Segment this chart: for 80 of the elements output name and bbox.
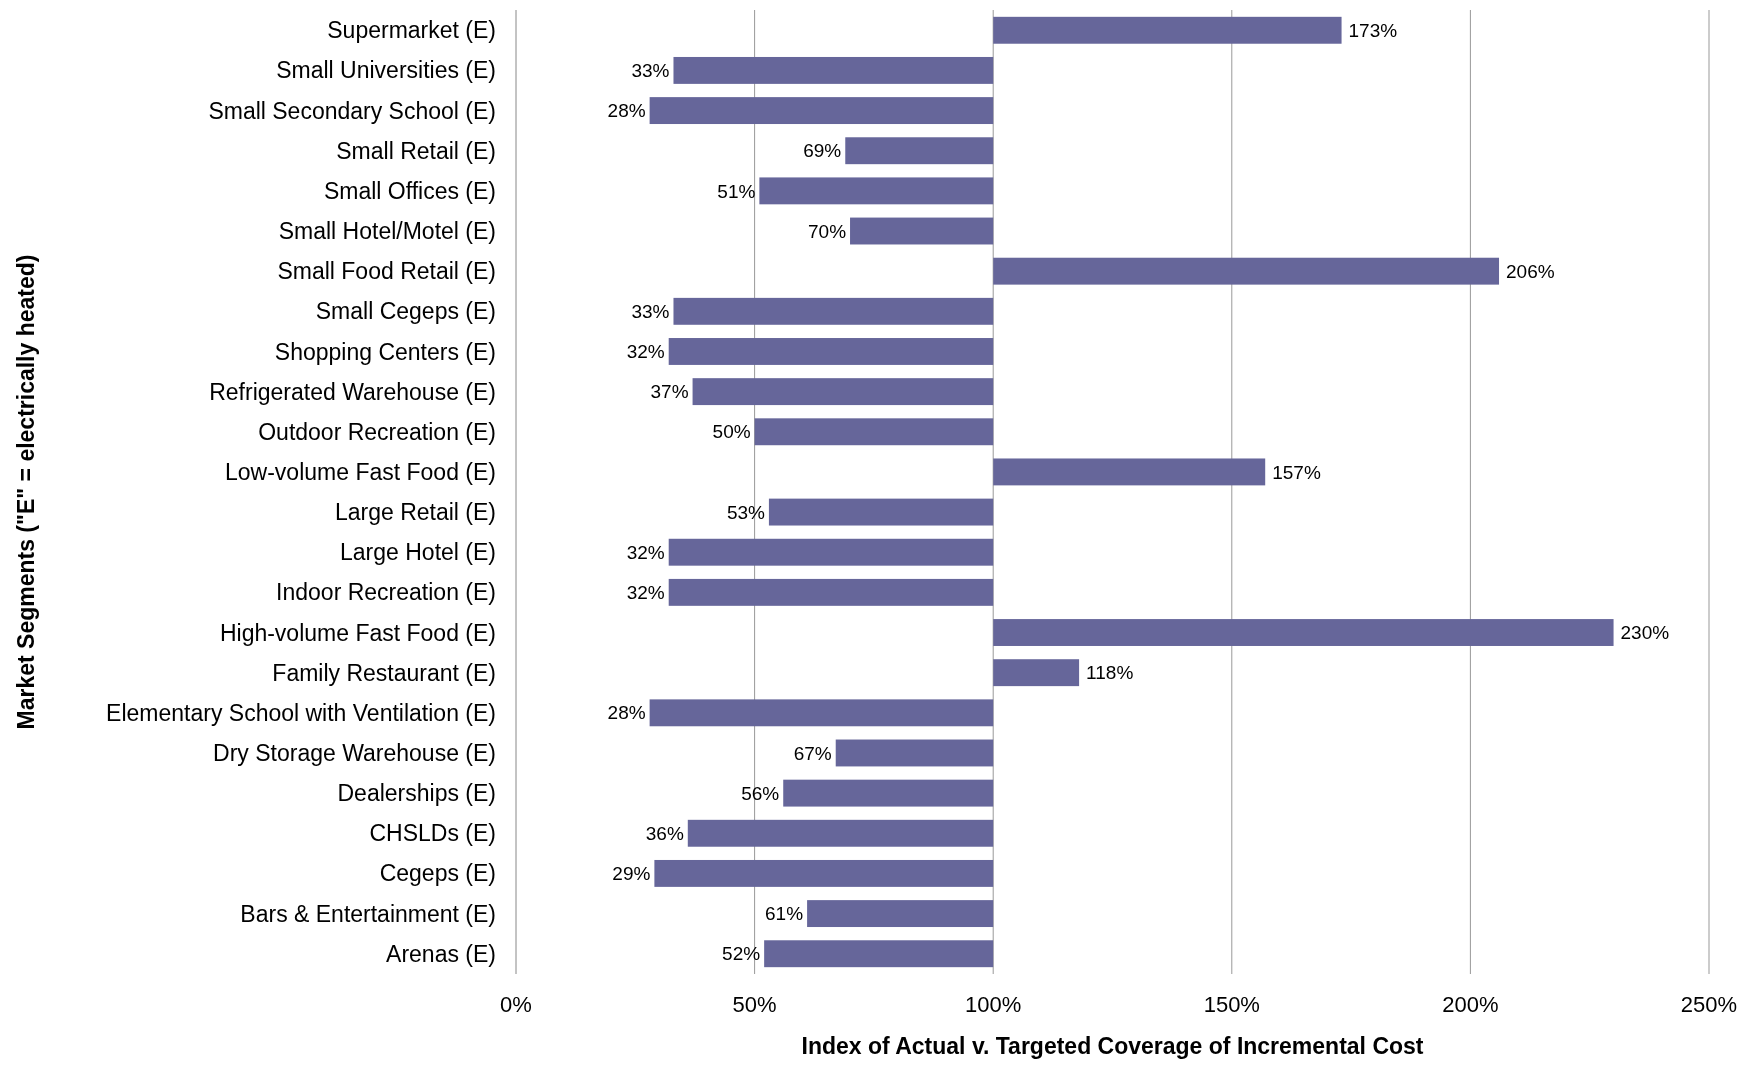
bar xyxy=(649,97,994,125)
y-tick-label: Small Universities (E) xyxy=(276,57,496,84)
data-label: 37% xyxy=(650,381,689,403)
y-tick-label: Bars & Entertainment (E) xyxy=(240,900,496,927)
bar xyxy=(673,56,994,84)
x-tick-label: 100% xyxy=(965,992,1022,1017)
y-tick-label: Cegeps (E) xyxy=(379,860,496,887)
y-tick-label: Dealerships (E) xyxy=(337,780,496,807)
y-tick-label: Indoor Recreation (E) xyxy=(276,579,496,606)
x-tick-label: 250% xyxy=(1680,992,1738,1017)
y-tick-label: CHSLDs (E) xyxy=(369,820,496,847)
y-axis-title: Market Segments ("E" = electrically heated) xyxy=(13,254,39,730)
bar xyxy=(807,900,994,928)
bar xyxy=(993,619,1614,646)
data-label: 56% xyxy=(741,782,780,804)
data-label: 67% xyxy=(793,742,832,764)
y-tick-label: Shopping Centers (E) xyxy=(274,338,496,365)
bar xyxy=(754,418,994,446)
y-tick-label: Family Restaurant (E) xyxy=(272,659,496,686)
bar xyxy=(759,177,994,205)
data-label: 29% xyxy=(612,863,651,885)
y-tick-label: Small Hotel/Motel (E) xyxy=(278,218,496,245)
data-label: 230% xyxy=(1620,622,1670,644)
data-label: 52% xyxy=(722,943,761,965)
bar xyxy=(993,458,1266,486)
data-label: 70% xyxy=(808,220,847,242)
y-tick-label: Refrigerated Warehouse (E) xyxy=(209,378,496,405)
y-tick-label: Arenas (E) xyxy=(386,940,496,967)
y-tick-label: Elementary School with Ventilation (E) xyxy=(106,699,496,726)
data-label: 118% xyxy=(1086,662,1134,684)
bar xyxy=(993,16,1342,44)
bar xyxy=(687,819,994,847)
bar xyxy=(993,257,1500,285)
bar xyxy=(692,378,994,406)
data-label: 50% xyxy=(712,421,751,443)
data-label: 173% xyxy=(1348,19,1398,41)
bar xyxy=(850,217,994,245)
data-label: 51% xyxy=(717,180,756,202)
y-tick-label: Small Secondary School (E) xyxy=(208,97,496,124)
data-label: 61% xyxy=(765,903,804,925)
x-tick-label: 0% xyxy=(500,992,532,1017)
y-tick-label: Outdoor Recreation (E) xyxy=(258,418,496,445)
bar xyxy=(768,498,994,526)
bar xyxy=(668,578,994,606)
bar xyxy=(993,659,1080,687)
x-tick-label: 200% xyxy=(1442,992,1499,1017)
y-tick-label: Large Hotel (E) xyxy=(340,539,496,566)
y-tick-label: Small Offices (E) xyxy=(323,177,496,204)
bar xyxy=(673,297,994,325)
bar xyxy=(668,538,994,566)
y-tick-label: Small Retail (E) xyxy=(336,137,496,164)
bar xyxy=(654,859,994,887)
x-axis-title: Index of Actual v. Targeted Coverage of Incremental Cost xyxy=(801,1033,1424,1059)
bar xyxy=(845,137,994,165)
data-label: 206% xyxy=(1506,260,1555,282)
data-label: 69% xyxy=(803,140,842,162)
y-tick-label: Small Cegeps (E) xyxy=(315,298,496,325)
data-label: 33% xyxy=(631,60,670,82)
y-tick-label: High-volume Fast Food (E) xyxy=(219,619,496,646)
y-tick-label: Low-volume Fast Food (E) xyxy=(225,458,496,485)
data-label: 36% xyxy=(645,822,684,844)
data-label: 32% xyxy=(626,341,665,363)
data-label: 157% xyxy=(1272,461,1321,483)
bar xyxy=(783,779,994,807)
data-label: 32% xyxy=(626,582,665,604)
data-label: 28% xyxy=(607,702,646,724)
x-tick-label: 50% xyxy=(732,992,777,1017)
bar xyxy=(764,940,994,968)
bar xyxy=(649,699,994,727)
y-tick-label: Small Food Retail (E) xyxy=(277,258,496,285)
y-tick-label: Large Retail (E) xyxy=(334,499,496,526)
bar xyxy=(668,338,994,365)
data-label: 33% xyxy=(631,300,670,322)
data-label: 28% xyxy=(607,100,646,122)
data-label: 53% xyxy=(726,501,766,523)
data-label: 32% xyxy=(626,541,665,563)
y-tick-label: Supermarket (E) xyxy=(327,17,496,44)
y-tick-label: Dry Storage Warehouse (E) xyxy=(213,740,496,767)
bar xyxy=(835,739,994,767)
x-tick-label: 150% xyxy=(1203,992,1260,1017)
